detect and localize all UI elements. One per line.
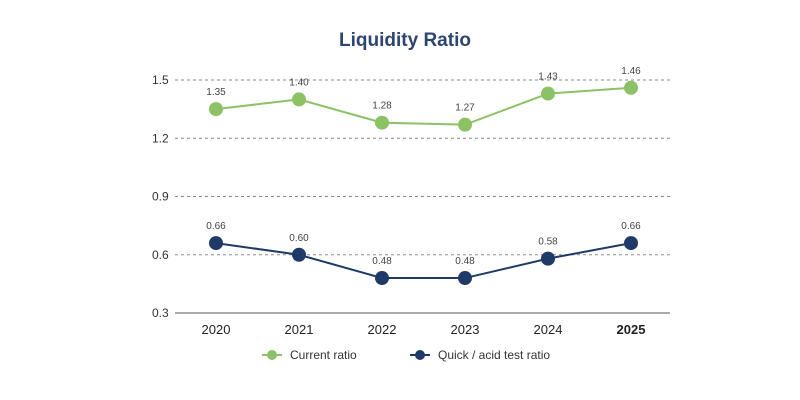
data-label: 0.58	[538, 237, 558, 248]
legend: Current ratio Quick / acid test ratio	[262, 348, 550, 362]
data-label: 1.46	[621, 66, 641, 77]
data-point	[292, 247, 306, 262]
legend-marker	[267, 350, 277, 360]
x-tick-label: 2021	[285, 322, 314, 337]
data-point	[209, 102, 223, 117]
data-label: 0.48	[372, 256, 392, 267]
data-point	[541, 86, 555, 101]
y-tick-label: 0.9	[152, 190, 169, 204]
x-tick-label: 2022	[368, 322, 397, 337]
y-tick-label: 1.5	[152, 73, 169, 87]
x-tick-label: 2020	[202, 322, 231, 337]
data-point	[624, 236, 638, 251]
data-label: 0.60	[289, 233, 309, 244]
x-tick-label: 2025	[617, 322, 646, 337]
legend-label: Current ratio	[290, 348, 357, 362]
x-axis: 2020 2021 2022 2023 2024 2025	[202, 322, 646, 337]
y-tick-label: 0.6	[152, 248, 169, 262]
data-point	[624, 80, 638, 95]
legend-marker	[415, 350, 425, 360]
data-point	[209, 236, 223, 251]
data-label: 1.35	[206, 87, 226, 98]
data-point	[375, 115, 389, 130]
y-tick-label: 0.3	[152, 306, 169, 320]
data-label: 0.48	[455, 256, 475, 267]
data-label: 0.66	[206, 221, 226, 232]
data-point	[375, 271, 389, 286]
series-current-ratio: 1.35 1.40 1.28 1.27 1.43 1.46	[206, 66, 641, 132]
x-tick-label: 2023	[451, 322, 480, 337]
data-label: 1.27	[455, 103, 475, 114]
legend-label: Quick / acid test ratio	[438, 348, 550, 362]
data-label: 1.28	[372, 101, 392, 112]
grid-layer	[175, 79, 670, 314]
series-quick-ratio: 0.66 0.60 0.48 0.48 0.58 0.66	[206, 221, 641, 286]
chart-title: Liquidity Ratio	[339, 30, 471, 51]
data-label: 1.43	[538, 72, 558, 83]
series-line	[215, 242, 632, 280]
legend-item: Current ratio	[262, 348, 357, 362]
data-label: 1.40	[289, 77, 309, 88]
data-point	[292, 92, 306, 107]
series-line	[215, 86, 632, 126]
data-point	[458, 117, 472, 132]
series-layer: 1.35 1.40 1.28 1.27 1.43 1.46 0.66 0.60 0.48 0.48…	[206, 66, 641, 286]
legend-item: Quick / acid test ratio	[410, 348, 550, 362]
x-tick-label: 2024	[534, 322, 563, 337]
y-axis: 0.3 0.6 0.9 1.2 1.5	[152, 73, 169, 320]
data-point	[541, 251, 555, 266]
y-tick-label: 1.2	[152, 131, 169, 145]
data-label: 0.66	[621, 221, 641, 232]
data-point	[458, 271, 472, 286]
